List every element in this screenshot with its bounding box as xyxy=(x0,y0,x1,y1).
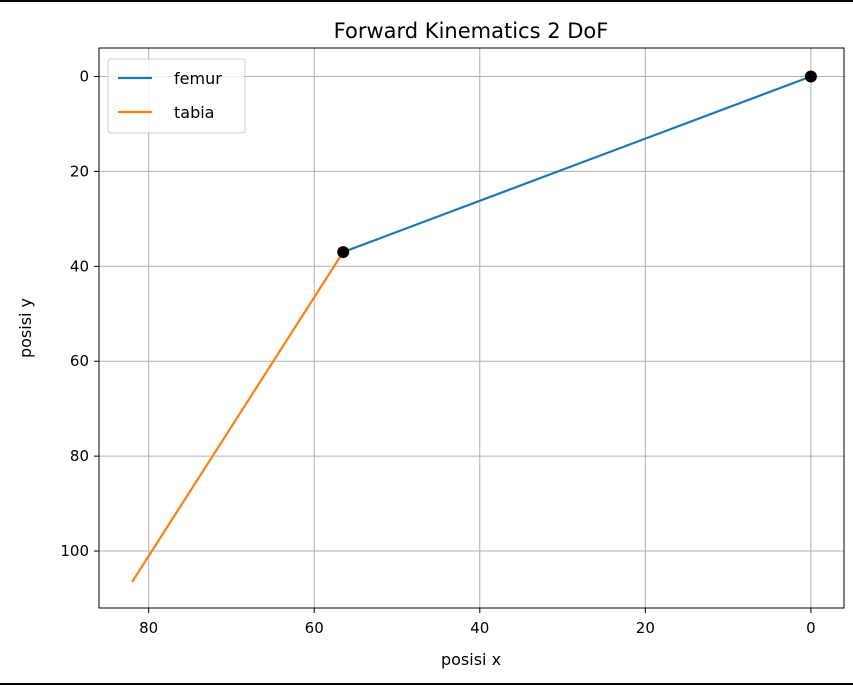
joints-layer xyxy=(337,70,817,259)
y-tick-label: 0 xyxy=(79,67,89,85)
y-tick-label: 100 xyxy=(60,542,89,560)
x-ticks: 80 60 40 20 0 xyxy=(139,608,816,637)
y-axis-label: posisi y xyxy=(16,298,35,358)
chart-title: Forward Kinematics 2 DoF xyxy=(334,19,609,43)
joint-point xyxy=(337,246,350,259)
legend: femur tabia xyxy=(107,58,246,134)
x-tick-label: 80 xyxy=(139,619,158,637)
y-tick-label: 60 xyxy=(70,352,89,370)
legend-label-tabia: tabia xyxy=(174,103,214,122)
series-line-femur xyxy=(342,75,812,254)
legend-label-femur: femur xyxy=(174,69,222,88)
joint-point xyxy=(804,70,817,83)
y-ticks: 0 20 40 60 80 100 xyxy=(60,67,99,560)
x-axis-label: posisi x xyxy=(441,650,501,669)
y-tick-label: 20 xyxy=(70,162,89,180)
y-tick-label: 40 xyxy=(70,257,89,275)
series-line-tabia xyxy=(131,251,345,583)
x-tick-label: 0 xyxy=(806,619,816,637)
x-tick-label: 20 xyxy=(636,619,655,637)
x-tick-label: 40 xyxy=(470,619,489,637)
series-layer xyxy=(131,75,812,583)
x-tick-label: 60 xyxy=(305,619,324,637)
y-tick-label: 80 xyxy=(70,447,89,465)
plot-frame xyxy=(98,47,845,609)
